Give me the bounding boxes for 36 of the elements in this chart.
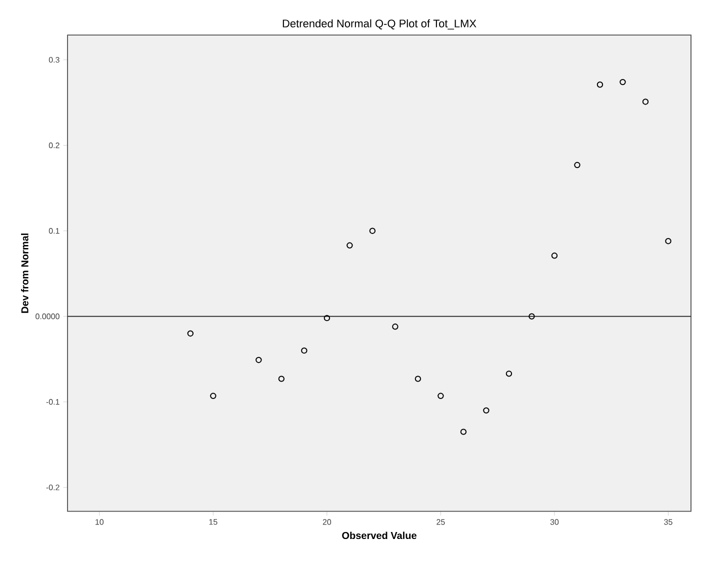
point <box>551 252 558 259</box>
x-tick-label: 25 <box>436 518 445 525</box>
y-tick-label: 0.2 <box>48 142 60 148</box>
point <box>665 238 672 244</box>
y-tick-label: -0.1 <box>46 398 60 405</box>
x-tick-label: 20 <box>322 518 332 525</box>
point <box>392 323 398 330</box>
x-tick-label: 15 <box>209 518 218 525</box>
x-tick-label: 30 <box>550 518 559 525</box>
point <box>620 78 626 85</box>
x-axis-title: Observed Value <box>342 532 416 539</box>
y-tick-label: 0.0000 <box>36 313 60 320</box>
point <box>187 330 194 336</box>
y-axis-title: Dev from Normal <box>21 233 28 313</box>
point <box>256 356 262 363</box>
point <box>369 228 376 234</box>
point <box>574 162 580 168</box>
point <box>596 81 604 88</box>
point <box>346 242 353 248</box>
point <box>506 370 512 377</box>
point <box>642 98 649 105</box>
point <box>301 347 308 354</box>
y-tick-label: 0.1 <box>48 228 60 234</box>
point <box>460 428 467 435</box>
point <box>483 407 490 414</box>
x-tick-label: 10 <box>96 518 104 525</box>
x-tick-label: 35 <box>664 518 672 525</box>
point <box>438 392 444 399</box>
y-tick-label: 0.3 <box>48 56 60 62</box>
point <box>278 376 285 382</box>
point <box>528 313 535 320</box>
point <box>414 376 422 382</box>
point <box>210 392 216 399</box>
y-tick-label: -0.2 <box>46 484 60 490</box>
chart-title: Detrended Normal Q-Q Plot of Tot_LMX <box>282 19 476 30</box>
point <box>324 314 330 321</box>
